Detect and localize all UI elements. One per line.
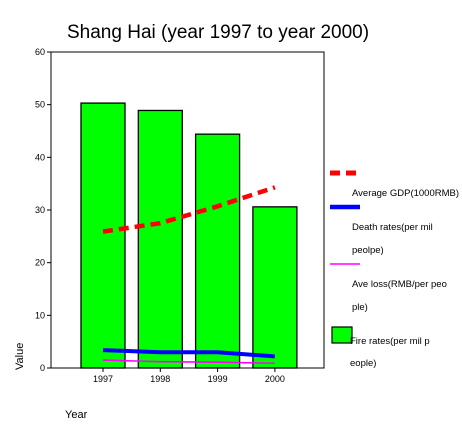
y-tick-label: 10 [35,310,45,320]
legend-label: peolpe) [352,245,384,256]
legend-label: Ave loss(RMB/per peo [352,279,447,290]
series-line-1 [102,185,276,234]
x-tick-label: 1997 [93,374,113,384]
bar-1998 [137,109,183,369]
series-line-3 [102,359,275,365]
y-tick-label: 20 [35,258,45,268]
legend-swatch-bars [331,326,353,344]
y-axis-label: Value [14,343,26,370]
legend-label: Fire rates(per mil p [350,336,430,347]
legend-label: Death rates(per mil [352,222,433,233]
bar-1997 [80,102,126,369]
y-tick-label: 60 [35,47,45,57]
x-tick-label: 1998 [150,374,170,384]
y-tick-label: 40 [35,152,45,162]
chart-title: Shang Hai (year 1997 to year 2000) [67,22,369,43]
plot-area: 0 10 20 30 40 50 60 1997 1998 1999 2000 [35,47,325,384]
y-tick-label: 50 [35,100,45,110]
series-line-2 [102,348,276,359]
y-tick-label: 0 [40,363,45,373]
legend: Average GDP(1000RMB) Death rates(per mil p… [330,170,459,369]
legend-label: eople) [350,358,376,369]
legend-label: Average GDP(1000RMB) [352,188,459,199]
x-tick-label: 1999 [208,374,228,384]
bar-2000 [252,206,298,369]
legend-label: ple) [352,302,368,313]
y-tick-label: 30 [35,205,45,215]
bar-1999 [194,133,241,369]
x-tick-label: 2000 [265,374,285,384]
x-axis-label: Year [65,409,88,421]
